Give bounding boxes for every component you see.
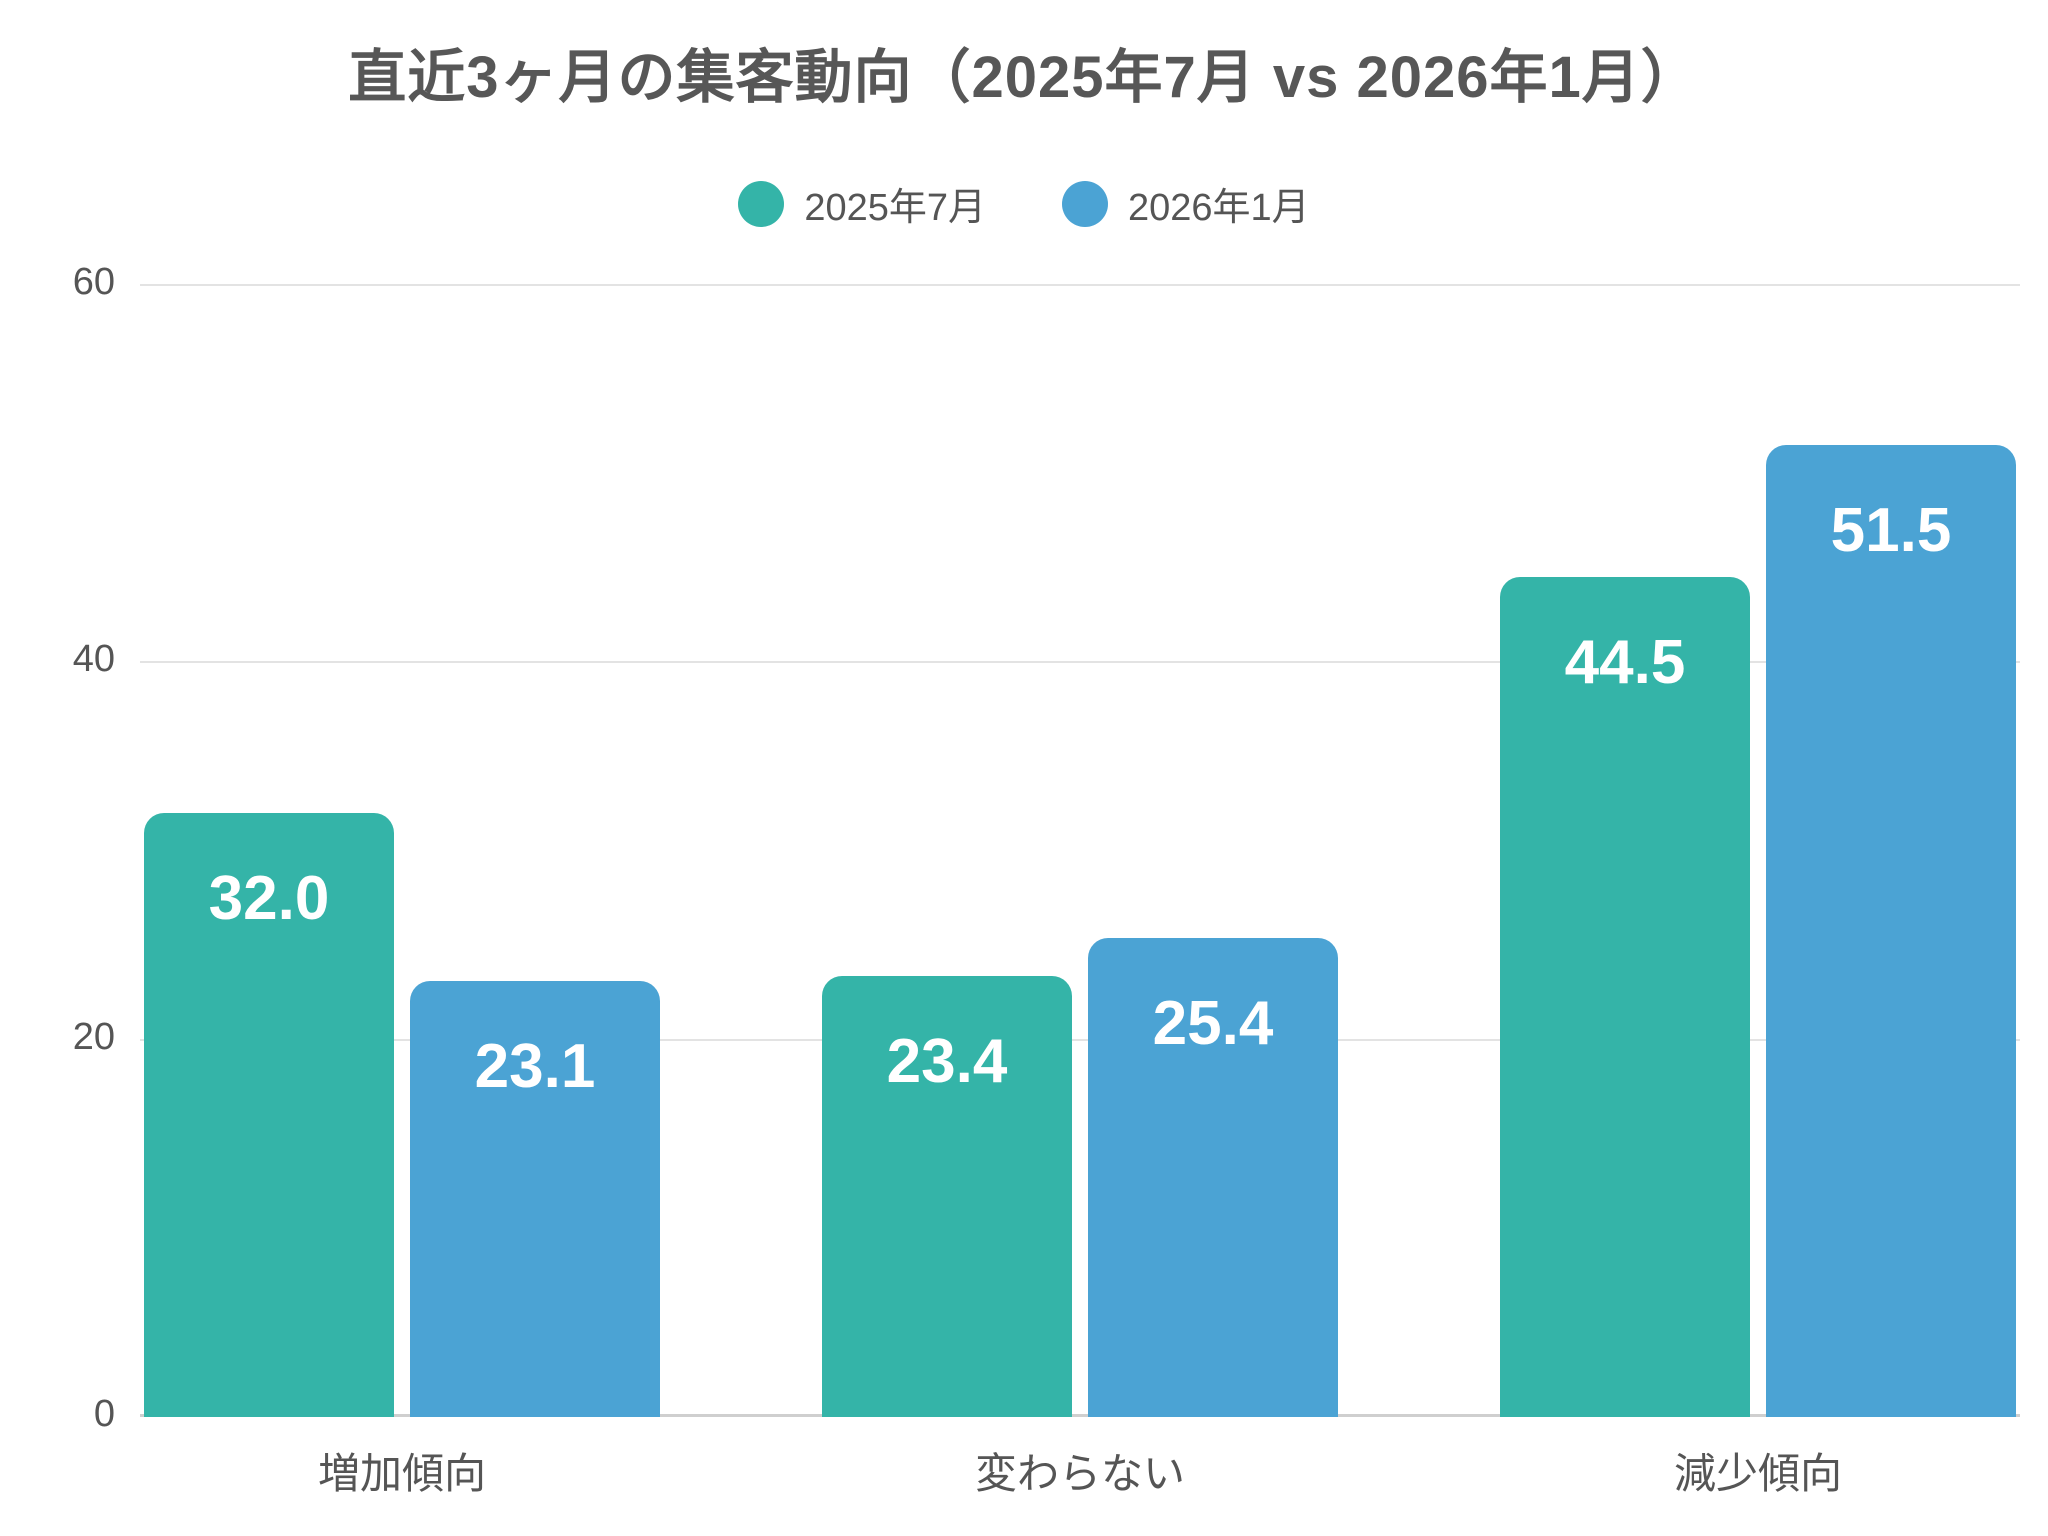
bar-value-label: 32.0 [208,864,330,933]
bar-group-0: 32.0 23.1 [144,813,660,1417]
bar-value-label: 23.4 [886,1027,1008,1096]
legend-dot-icon [1062,180,1108,227]
y-tick-label-20: 20 [72,1015,115,1058]
gridline-60 [140,284,2020,286]
legend: 2025年7月 2026年1月 [0,176,2048,231]
legend-item-1: 2026年1月 [1062,176,1310,231]
y-tick-label-40: 40 [72,638,115,681]
legend-item-0: 2025年7月 [738,176,986,231]
bar-group-1: 23.4 25.4 [822,938,1338,1417]
bar-value-label: 23.1 [474,1032,596,1101]
category-label-1: 変わらない [974,1450,1185,1497]
y-tick-label-0: 0 [93,1393,115,1435]
bar-変わらない-2026年1月: 25.4 [1088,938,1338,1417]
category-label-2: 減少傾向 [1673,1450,1842,1497]
legend-dot-icon [738,180,785,227]
category-label-0: 増加傾向 [317,1450,486,1497]
bar-value-label: 44.5 [1564,628,1686,697]
category-axis: 増加傾向 変わらない 減少傾向 [140,1440,2020,1501]
bar-value-label: 25.4 [1152,989,1274,1058]
plot-area: 32.0 23.1 23.4 25.4 44.5 51.5 [140,284,2020,1417]
bar-増加傾向-2025年7月: 32.0 [144,813,394,1417]
bar-減少傾向-2025年7月: 44.5 [1500,577,1750,1417]
bar-変わらない-2025年7月: 23.4 [822,976,1072,1417]
y-tick-label-60: 60 [72,261,115,303]
gridline-20 [140,1038,2020,1041]
bar-減少傾向-2026年1月: 51.5 [1766,445,2016,1417]
bar-groups: 32.0 23.1 23.4 25.4 44.5 51.5 [140,285,2020,1417]
bar-value-label: 51.5 [1830,496,1952,565]
gridline-40 [140,661,2020,664]
x-axis-line [140,1414,2020,1417]
bar-増加傾向-2026年1月: 23.1 [410,981,660,1417]
chart-title: 直近3ヶ月の集客動向（2025年7月 vs 2026年1月） [348,45,1700,110]
legend-label: 2025年7月 [804,187,986,229]
legend-label: 2026年1月 [1128,187,1310,229]
bar-group-2: 44.5 51.5 [1500,445,2016,1417]
